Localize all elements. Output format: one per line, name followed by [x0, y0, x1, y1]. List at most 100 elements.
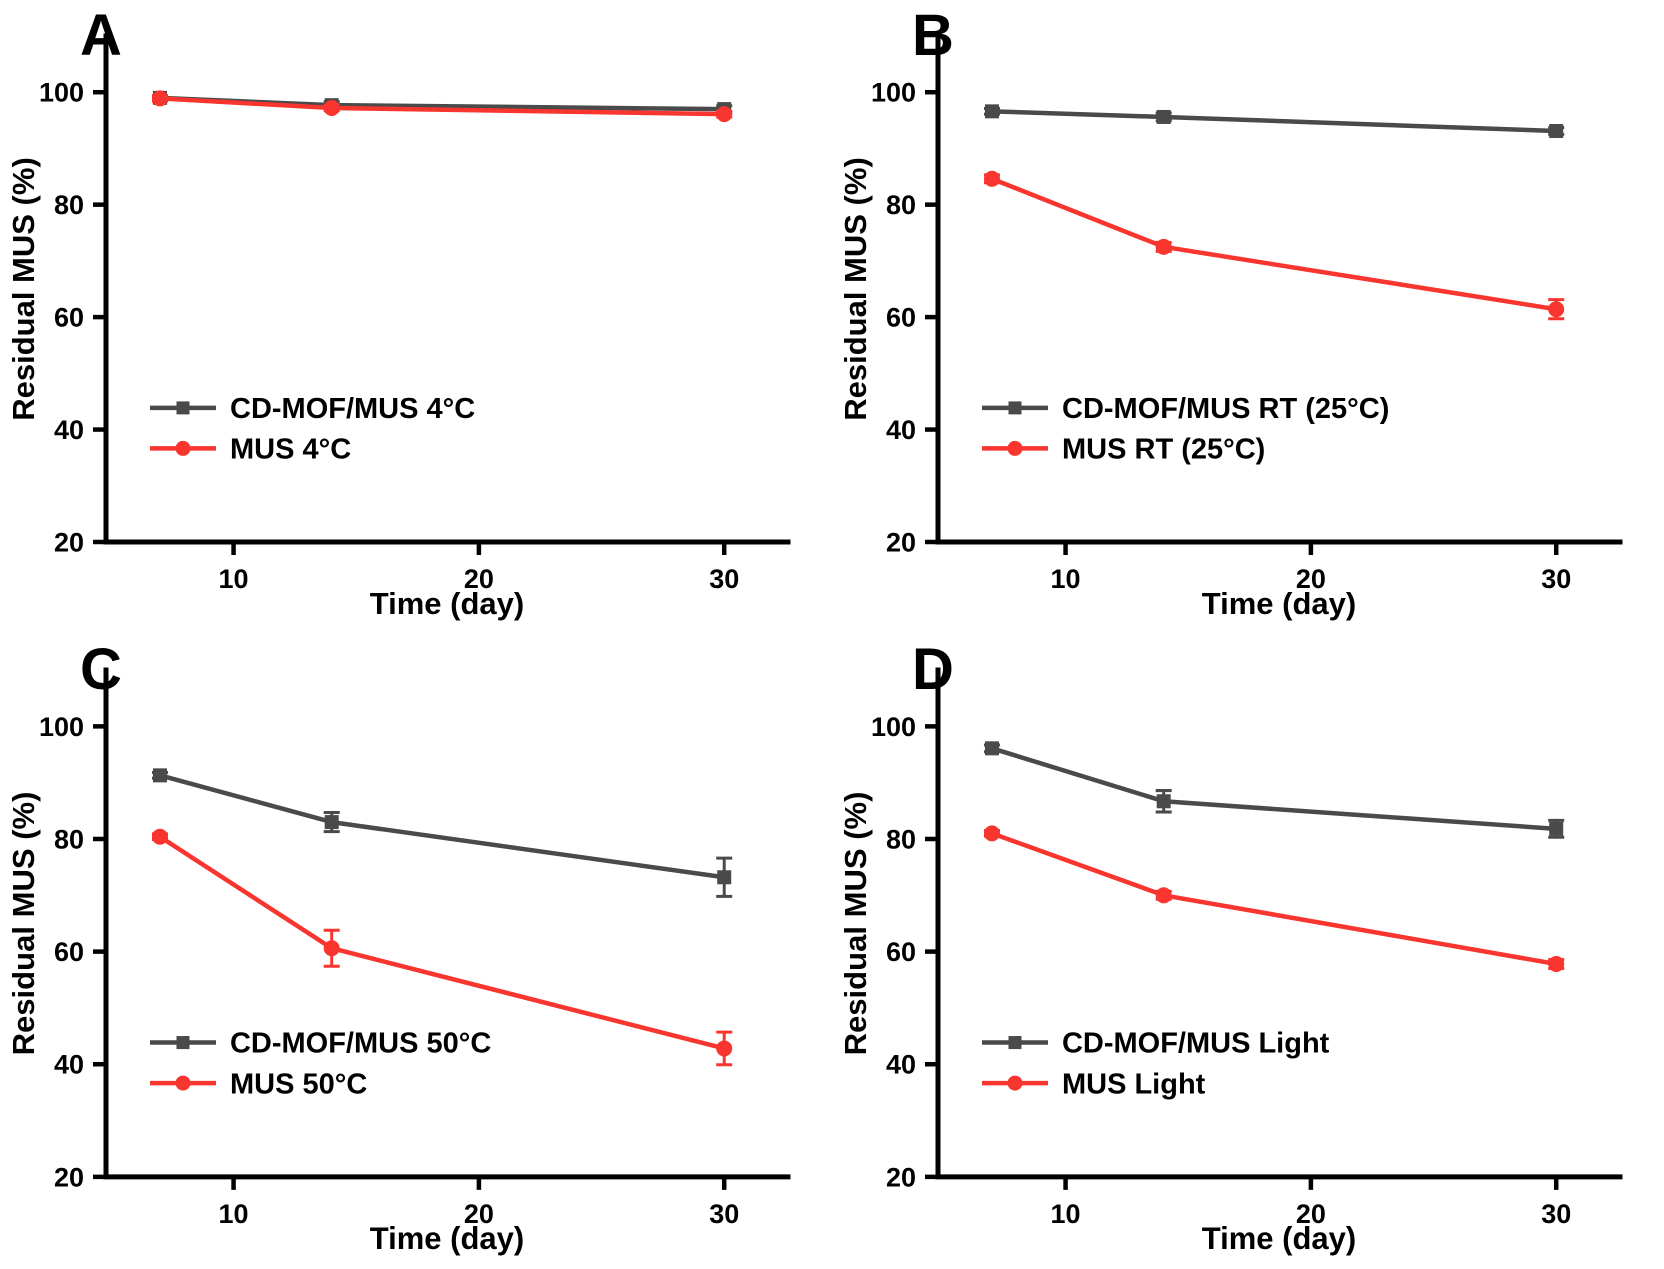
data-point-circle [1548, 955, 1565, 973]
svg-text:20: 20 [464, 564, 494, 594]
data-point-circle [983, 170, 1000, 187]
svg-text:100: 100 [871, 712, 916, 742]
data-point-circle [323, 99, 340, 116]
legend: CD-MOF/MUS Light MUS Light [982, 1028, 1330, 1100]
data-point-square [324, 815, 339, 830]
svg-text:60: 60 [54, 303, 84, 333]
svg-text:40: 40 [54, 1050, 84, 1080]
svg-text:10: 10 [219, 564, 249, 594]
y-axis-title: Residual MUS (%) [6, 157, 41, 421]
legend-label: MUS Light [1062, 1068, 1206, 1100]
axis-titles: Time (day) Residual MUS (%) [6, 157, 524, 621]
svg-text:40: 40 [54, 415, 84, 445]
data-point-circle [1155, 238, 1172, 255]
svg-text:20: 20 [54, 527, 84, 557]
data-point-circle [1155, 887, 1172, 904]
data-point-square [717, 870, 732, 885]
series-0 [983, 104, 1565, 139]
svg-text:80: 80 [886, 190, 916, 220]
panel-b: B 20 40 60 80 100 10 20 30 Time (day) Residual MU… [832, 0, 1664, 634]
legend: CD-MOF/MUS 4°C MUS 4°C [150, 393, 475, 466]
svg-text:30: 30 [709, 1199, 739, 1229]
axis-titles: Time (day) Residual MUS (%) [838, 157, 1356, 621]
svg-text:80: 80 [886, 824, 916, 854]
svg-text:80: 80 [54, 824, 84, 854]
x-axis-ticks: 10 20 30 [219, 1176, 739, 1229]
x-axis-title: Time (day) [370, 1221, 524, 1256]
axis-titles: Time (day) Residual MUS (%) [6, 792, 524, 1256]
legend: CD-MOF/MUS 50°C MUS 50°C [150, 1028, 491, 1100]
svg-text:30: 30 [1541, 1199, 1571, 1229]
svg-text:10: 10 [1051, 1199, 1081, 1229]
panel-c-label: C [80, 637, 122, 702]
axes [103, 667, 791, 1180]
data-point-square [152, 768, 167, 783]
svg-text:20: 20 [54, 1162, 84, 1192]
series-0 [151, 768, 733, 898]
x-axis-title: Time (day) [1202, 1221, 1356, 1256]
y-axis-title: Residual MUS (%) [838, 157, 873, 421]
data-point-square [984, 104, 999, 119]
data-point-square [1549, 821, 1564, 836]
svg-text:100: 100 [871, 78, 916, 108]
data-point-circle [151, 828, 168, 845]
data-point-circle [716, 1040, 733, 1057]
data-point-circle [1548, 301, 1565, 318]
svg-text:60: 60 [886, 937, 916, 967]
data-point-square [984, 741, 999, 756]
svg-text:30: 30 [709, 564, 739, 594]
y-axis-title: Residual MUS (%) [838, 792, 873, 1056]
x-axis-ticks: 10 20 30 [1051, 1176, 1571, 1229]
panel-d-chart: 20 40 60 80 100 10 20 30 Time (day) Residual MUS … [838, 667, 1623, 1256]
legend: CD-MOF/MUS RT (25°C) MUS RT (25°C) [982, 393, 1389, 466]
data-point-square [1156, 794, 1171, 809]
series-0 [983, 741, 1565, 839]
svg-text:80: 80 [54, 190, 84, 220]
legend-label: MUS RT (25°C) [1062, 434, 1265, 466]
panel-c: C 20 40 60 80 100 10 20 30 Time (day) Residual MU… [0, 634, 832, 1269]
y-axis-ticks: 20 40 60 80 100 [39, 78, 106, 557]
svg-text:30: 30 [1541, 564, 1571, 594]
series-1 [151, 828, 733, 1067]
legend-label: MUS 50°C [230, 1068, 367, 1100]
panel-d-label: D [912, 637, 954, 702]
legend-label: MUS 4°C [230, 434, 351, 466]
svg-text:100: 100 [39, 712, 84, 742]
legend-label: CD-MOF/MUS 4°C [230, 393, 475, 425]
x-axis-title: Time (day) [370, 586, 524, 621]
axes [935, 667, 1623, 1180]
svg-text:10: 10 [219, 1199, 249, 1229]
panel-c-chart: 20 40 60 80 100 10 20 30 Time (day) Residual MUS … [6, 667, 791, 1256]
svg-text:60: 60 [54, 937, 84, 967]
x-axis-title: Time (day) [1202, 586, 1356, 621]
axis-titles: Time (day) Residual MUS (%) [838, 792, 1356, 1256]
data-point-circle [151, 90, 168, 107]
panel-b-label: B [912, 3, 954, 68]
data-point-circle [323, 940, 340, 957]
svg-text:60: 60 [886, 303, 916, 333]
svg-text:10: 10 [1051, 564, 1081, 594]
svg-text:40: 40 [886, 415, 916, 445]
svg-text:40: 40 [886, 1050, 916, 1080]
panel-a: A 20 40 60 80 100 10 20 30 Time (day) Residual MU… [0, 0, 832, 634]
svg-text:20: 20 [1296, 564, 1326, 594]
series-1 [983, 170, 1565, 321]
data-point-circle [983, 825, 1000, 842]
panel-a-chart: 20 40 60 80 100 10 20 30 Time (day) Residual MUS … [6, 33, 791, 621]
svg-text:20: 20 [464, 1199, 494, 1229]
legend-label: CD-MOF/MUS RT (25°C) [1062, 393, 1389, 425]
x-axis-ticks: 10 20 30 [1051, 542, 1571, 594]
x-axis-ticks: 10 20 30 [219, 542, 739, 594]
svg-text:100: 100 [39, 78, 84, 108]
y-axis-ticks: 20 40 60 80 100 [39, 712, 106, 1192]
svg-text:20: 20 [886, 527, 916, 557]
svg-text:20: 20 [1296, 1199, 1326, 1229]
panel-a-label: A [80, 3, 122, 68]
y-axis-ticks: 20 40 60 80 100 [871, 78, 938, 557]
legend-label: CD-MOF/MUS Light [1062, 1028, 1330, 1060]
data-point-square [1156, 109, 1171, 124]
y-axis-title: Residual MUS (%) [6, 792, 41, 1056]
data-point-square [1549, 124, 1564, 139]
svg-text:20: 20 [886, 1162, 916, 1192]
